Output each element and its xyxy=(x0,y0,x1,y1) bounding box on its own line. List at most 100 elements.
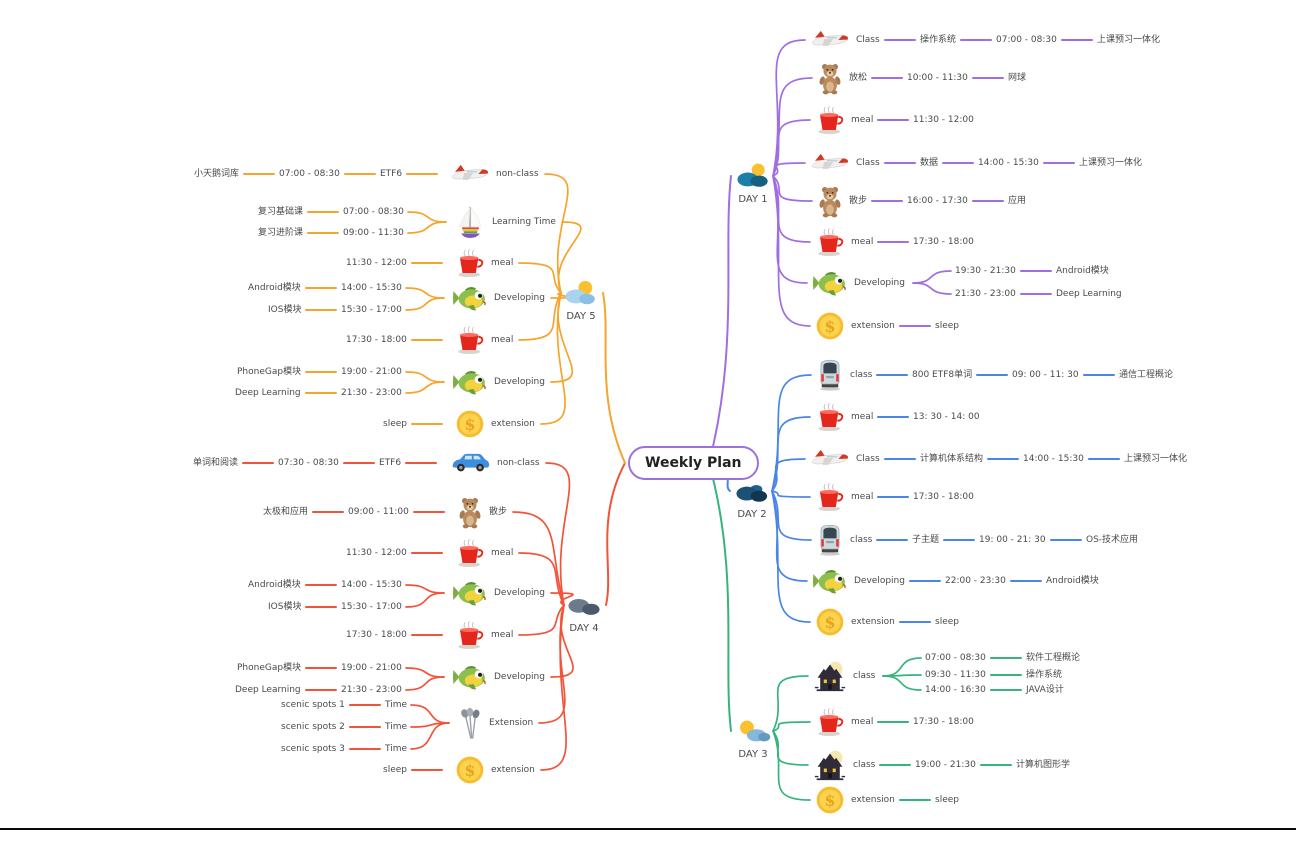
topic-node[interactable]: Android模块 xyxy=(248,283,301,293)
topic-node[interactable]: 应用 xyxy=(1008,196,1027,206)
weather-navy-clouds-icon[interactable] xyxy=(733,477,771,505)
topic-label[interactable]: Class xyxy=(856,158,880,168)
topic-label[interactable]: 散步 xyxy=(489,507,508,517)
topic-node[interactable]: 07:00 - 08:30 xyxy=(279,169,340,179)
teddy-icon[interactable] xyxy=(817,61,843,95)
topic-node[interactable]: 子主题 xyxy=(912,535,940,545)
cup-icon[interactable] xyxy=(815,104,845,136)
topic-label[interactable]: Extension xyxy=(489,718,534,728)
topic-label[interactable]: extension xyxy=(491,765,535,775)
fish-icon[interactable] xyxy=(452,284,488,312)
topic-node[interactable]: JAVA设计 xyxy=(1026,685,1064,695)
topic-node[interactable]: PhoneGap模块 xyxy=(237,663,302,673)
topic-node[interactable]: Deep Learning xyxy=(235,685,301,695)
cup-icon[interactable] xyxy=(455,537,485,569)
topic-node[interactable]: 单词和阅读 xyxy=(193,458,239,468)
topic-node[interactable]: sleep xyxy=(383,765,407,775)
topic-node[interactable]: 15:30 - 17:00 xyxy=(341,602,402,612)
topic-node[interactable]: OS-技术应用 xyxy=(1086,535,1139,545)
topic-node[interactable]: 09:00 - 11:30 xyxy=(343,228,404,238)
topic-node[interactable]: 07:00 - 08:30 xyxy=(925,653,986,663)
topic-node[interactable]: 800 ETF8单词 xyxy=(912,370,973,380)
topic-node[interactable]: 14:00 - 16:30 xyxy=(925,685,986,695)
cup-icon[interactable] xyxy=(815,481,845,513)
airplane-icon[interactable] xyxy=(810,152,850,174)
boat-icon[interactable] xyxy=(454,204,486,240)
topic-node[interactable]: PhoneGap模块 xyxy=(237,367,302,377)
topic-node[interactable]: 15:30 - 17:00 xyxy=(341,305,402,315)
fish-icon[interactable] xyxy=(452,368,488,396)
topic-node[interactable]: 11:30 - 12:00 xyxy=(346,258,407,268)
topic-label[interactable]: class xyxy=(853,760,876,770)
weather-sun-light-cloud-icon[interactable] xyxy=(562,279,600,307)
coin-icon[interactable]: $ xyxy=(815,785,845,815)
fish-icon[interactable] xyxy=(812,567,848,595)
topic-node[interactable]: sleep xyxy=(935,795,959,805)
topic-node[interactable]: 软件工程概论 xyxy=(1026,653,1081,663)
topic-label[interactable]: Class xyxy=(856,35,880,45)
topic-node[interactable]: scenic spots 3 xyxy=(281,744,345,754)
topic-node[interactable]: 计算机体系结构 xyxy=(920,454,984,464)
topic-node[interactable]: 07:30 - 08:30 xyxy=(278,458,339,468)
cup-icon[interactable] xyxy=(815,706,845,738)
topic-node[interactable]: 小天鹅词库 xyxy=(194,169,240,179)
topic-label[interactable]: Class xyxy=(856,454,880,464)
topic-label[interactable]: Developing xyxy=(494,672,545,682)
topic-label[interactable]: 散步 xyxy=(849,196,868,206)
topic-label[interactable]: meal xyxy=(491,630,514,640)
coin-icon[interactable]: $ xyxy=(455,409,485,439)
cup-icon[interactable] xyxy=(455,324,485,356)
topic-label[interactable]: class xyxy=(853,671,876,681)
topic-label[interactable]: Learning Time xyxy=(492,217,556,227)
topic-label[interactable]: meal xyxy=(851,492,874,502)
fish-icon[interactable] xyxy=(812,269,848,297)
topic-node[interactable]: 数据 xyxy=(920,158,939,168)
topic-node[interactable]: 19:00 - 21:00 xyxy=(341,663,402,673)
house-icon[interactable] xyxy=(813,660,847,692)
topic-node[interactable]: 17:30 - 18:00 xyxy=(913,237,974,247)
topic-node[interactable]: scenic spots 2 xyxy=(281,722,345,732)
day-label[interactable]: DAY 2 xyxy=(737,509,767,520)
topic-label[interactable]: Developing xyxy=(854,278,905,288)
topic-node[interactable]: 21:30 - 23:00 xyxy=(955,289,1016,299)
topic-node[interactable]: 09:00 - 11:00 xyxy=(348,507,409,517)
topic-label[interactable]: class xyxy=(850,535,873,545)
topic-node[interactable]: 19:30 - 21:30 xyxy=(955,266,1016,276)
topic-node[interactable]: 19: 00 - 21: 30 xyxy=(979,535,1046,545)
topic-node[interactable]: IOS模块 xyxy=(268,305,302,315)
topic-node[interactable]: 网球 xyxy=(1008,73,1027,83)
topic-node[interactable]: 上课预习一体化 xyxy=(1079,158,1143,168)
topic-label[interactable]: non-class xyxy=(496,169,539,179)
cup-icon[interactable] xyxy=(455,247,485,279)
cup-icon[interactable] xyxy=(455,619,485,651)
topic-node[interactable]: 14:00 - 15:30 xyxy=(341,283,402,293)
topic-node[interactable]: 14:00 - 15:30 xyxy=(978,158,1039,168)
day-label[interactable]: DAY 1 xyxy=(738,194,768,205)
topic-node[interactable]: 上课预习一体化 xyxy=(1124,454,1188,464)
topic-node[interactable]: 16:00 - 17:30 xyxy=(907,196,968,206)
topic-node[interactable]: 14:00 - 15:30 xyxy=(1023,454,1084,464)
weather-gray-clouds-icon[interactable] xyxy=(565,591,603,619)
house-icon[interactable] xyxy=(813,749,847,781)
topic-label[interactable]: extension xyxy=(491,419,535,429)
topic-node[interactable]: sleep xyxy=(383,419,407,429)
topic-node[interactable]: Android模块 xyxy=(1046,576,1099,586)
topic-label[interactable]: meal xyxy=(851,237,874,247)
train-icon[interactable] xyxy=(816,522,844,558)
day-label[interactable]: DAY 3 xyxy=(738,749,768,760)
topic-label[interactable]: extension xyxy=(851,795,895,805)
topic-node[interactable]: 14:00 - 15:30 xyxy=(341,580,402,590)
topic-label[interactable]: 放松 xyxy=(849,73,868,83)
topic-node[interactable]: 21:30 - 23:00 xyxy=(341,388,402,398)
topic-node[interactable]: 17:30 - 18:00 xyxy=(346,335,407,345)
topic-node[interactable]: Time xyxy=(385,722,408,732)
airplane-icon[interactable] xyxy=(810,448,850,470)
airplane-icon[interactable] xyxy=(450,163,490,185)
topic-label[interactable]: extension xyxy=(851,617,895,627)
topic-node[interactable]: 计算机图形学 xyxy=(1016,760,1071,770)
topic-node[interactable]: IOS模块 xyxy=(268,602,302,612)
train-icon[interactable] xyxy=(816,357,844,393)
topic-node[interactable]: 13: 30 - 14: 00 xyxy=(913,412,980,422)
cup-icon[interactable] xyxy=(815,401,845,433)
topic-label[interactable]: Developing xyxy=(854,576,905,586)
